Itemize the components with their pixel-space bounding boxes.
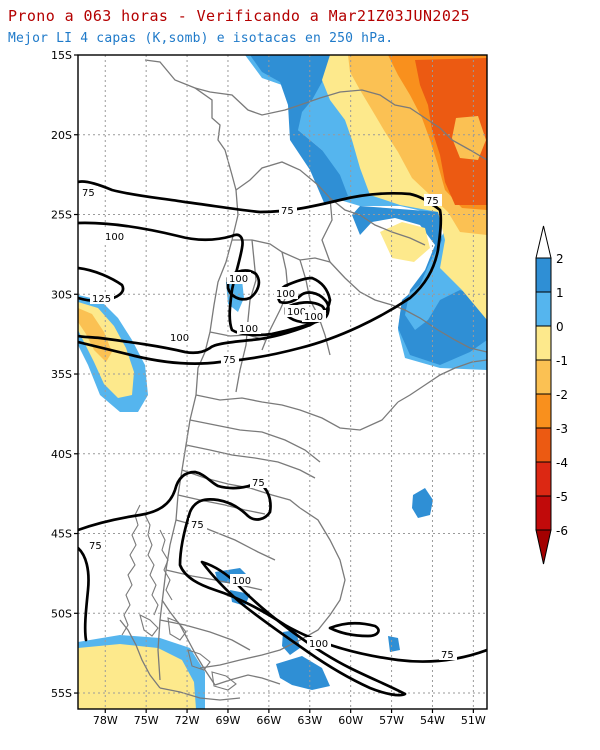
lat-label: 30S — [51, 288, 72, 301]
lat-label: 45S — [51, 528, 72, 541]
colorbar-label-2: 2 — [556, 252, 564, 266]
colorbar-label-m5: -5 — [556, 490, 568, 504]
isotach-label-75-c: 75 — [223, 355, 236, 366]
map-axes: 15S 20S 25S 30S 35S 40S 45S 50S 55S 78W 75W 72W 69W 6… — [51, 49, 486, 727]
lon-label: 78W — [93, 714, 118, 727]
colorbar-bin-m6-m5 — [535, 495, 552, 531]
isotach-label-100-nw: 100 — [105, 232, 124, 243]
isotach-lines — [78, 180, 487, 697]
li-shade-yellow-southwest — [78, 644, 196, 709]
lon-label: 66W — [256, 714, 281, 727]
lon-label: 51W — [461, 714, 486, 727]
lat-label: 55S — [51, 687, 72, 700]
lat-label: 25S — [51, 209, 72, 222]
li-shade-dark-blue-north — [250, 55, 348, 205]
colorbar-bin-m3-m2 — [535, 393, 552, 429]
lat-label: 40S — [51, 448, 72, 461]
isotach-label-100-c4: 100 — [304, 312, 323, 323]
map-frame — [77, 54, 488, 710]
isotach-label-75-sw: 75 — [89, 541, 102, 552]
lon-label: 60W — [338, 714, 363, 727]
isotach-label-75-ne: 75 — [426, 196, 439, 207]
isotach-label-100-c5: 100 — [239, 324, 258, 335]
colorbar-bin-0-1 — [535, 291, 552, 327]
lon-label: 57W — [379, 714, 404, 727]
colorbar-bin-1-2 — [535, 257, 552, 293]
colorbar-bin-m4-m3 — [535, 427, 552, 463]
colorbar-label-0: 0 — [556, 320, 564, 334]
colorbar-label-m1: -1 — [556, 354, 568, 368]
isotach-75-north — [78, 180, 443, 365]
li-shade-red-north — [415, 58, 487, 205]
colorbar-label-m4: -4 — [556, 456, 568, 470]
isotach-label-100-c3: 100 — [287, 307, 306, 318]
lon-label: 75W — [134, 714, 159, 727]
lon-label: 72W — [175, 714, 200, 727]
isotach-label-125: 125 — [92, 294, 111, 305]
isotach-labels: 75 100 75 75 100 100 100 100 100 125 100… — [80, 186, 457, 661]
colorbar-top-arrow — [535, 225, 552, 259]
isotach-100-inner-1 — [226, 269, 261, 301]
colorbar-bin-m2-m1 — [535, 359, 552, 395]
isotach-label-75-nw: 75 — [82, 188, 95, 199]
lat-label: 20S — [51, 129, 72, 142]
map-title: Prono a 063 horas - Verificando a Mar21Z… — [8, 7, 471, 25]
isotach-label-75-s2: 75 — [191, 520, 204, 531]
colorbar-bottom-arrow — [535, 529, 552, 565]
lat-label: 15S — [51, 49, 72, 62]
isotach-75-southwest — [78, 546, 90, 642]
isotach-label-100-w: 100 — [170, 333, 189, 344]
isotach-label-100-center: 100 — [229, 274, 248, 285]
isotach-label-100-s2: 100 — [309, 639, 328, 650]
colorbar-label-1: 1 — [556, 286, 564, 300]
isotach-label-75-n: 75 — [281, 206, 294, 217]
isotach-75-southeast — [328, 621, 380, 638]
colorbar-label-m2: -2 — [556, 388, 568, 402]
lat-label: 50S — [51, 607, 72, 620]
map-content: 75 100 75 75 100 100 100 100 100 125 100… — [78, 55, 487, 709]
lat-label: 35S — [51, 368, 72, 381]
isotach-100-south — [200, 560, 407, 697]
isotach-label-100-s: 100 — [232, 576, 251, 587]
li-shade-blue-patch-7 — [388, 636, 400, 652]
isotach-label-75-s1: 75 — [252, 478, 265, 489]
geographic-borders — [119, 59, 487, 701]
isotach-label-75-se: 75 — [441, 650, 454, 661]
colorbar-bin-m1-0 — [535, 325, 552, 361]
li-shade-blue-patch-6 — [276, 656, 330, 690]
li-colorbar: 2 1 0 -1 -2 -3 -4 -5 -6 — [535, 225, 568, 565]
lon-label: 63W — [297, 714, 322, 727]
li-shade-blue-patch-2 — [412, 488, 433, 518]
lon-label: 54W — [420, 714, 445, 727]
colorbar-bin-m5-m4 — [535, 461, 552, 497]
map-subtitle: Mejor LI 4 capas (K,somb) e isotacas en … — [8, 31, 394, 46]
colorbar-label-m3: -3 — [556, 422, 568, 436]
lat-lon-grid — [78, 55, 487, 709]
colorbar-label-m6: -6 — [556, 524, 568, 538]
li-shade-orange-pocket — [452, 116, 486, 160]
isotach-label-100-c2: 100 — [276, 289, 295, 300]
isotach-100-north — [78, 221, 332, 355]
lon-label: 69W — [216, 714, 241, 727]
li-shade-dark-blue-east — [352, 206, 487, 365]
